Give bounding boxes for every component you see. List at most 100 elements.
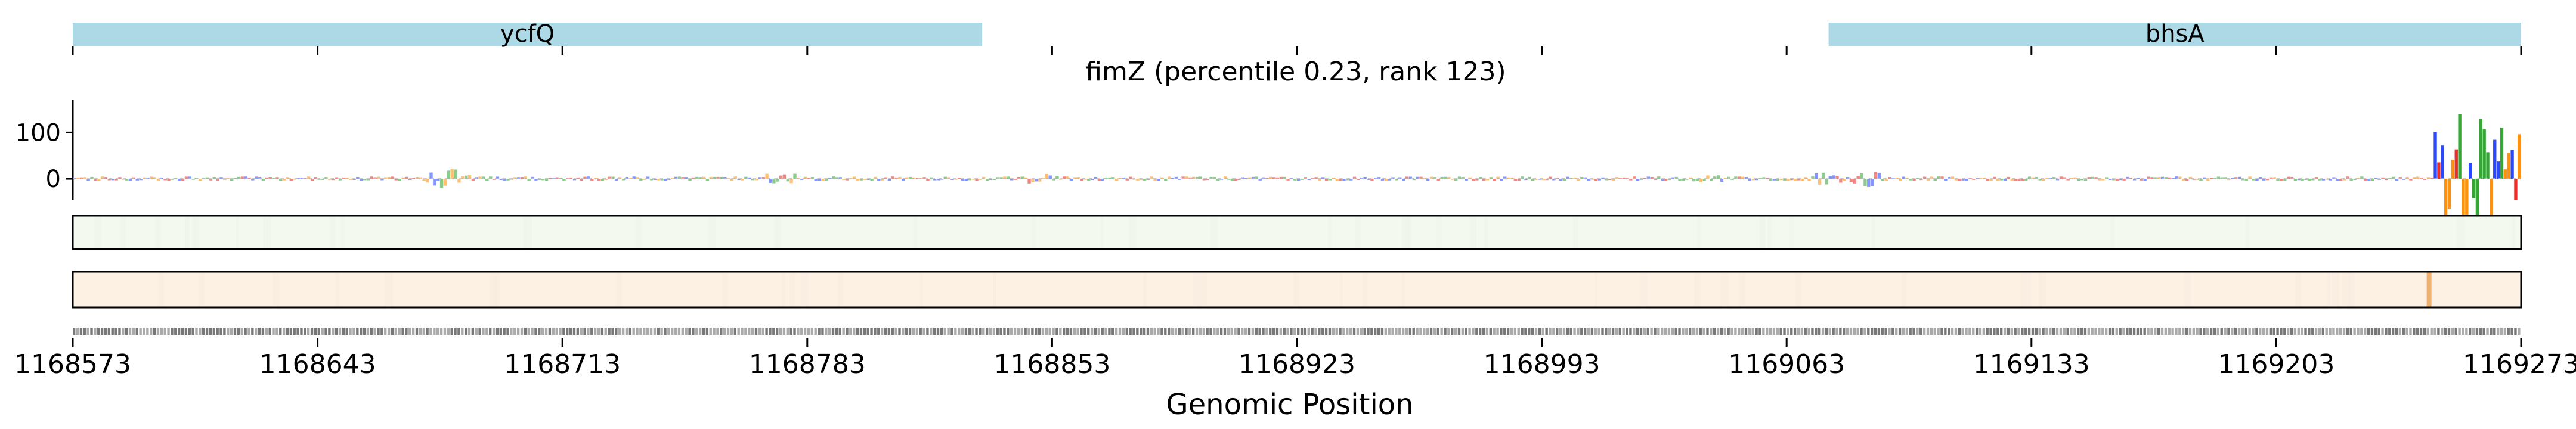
sequence-base (2321, 328, 2325, 335)
attribution-bar (188, 176, 191, 179)
attribution-bar (2035, 176, 2039, 179)
sequence-base (1657, 328, 1660, 335)
attribution-bar (1734, 176, 1738, 179)
heatmap-cell (1192, 272, 1201, 307)
sequence-base (240, 328, 243, 335)
attribution-bar (566, 178, 569, 179)
attribution-bar (1377, 177, 1381, 179)
sequence-base (621, 328, 625, 335)
sequence-base (590, 328, 593, 335)
heatmap-cell (2327, 272, 2331, 307)
sequence-base (324, 328, 327, 335)
attribution-bar (2385, 179, 2388, 181)
sequence-base (664, 328, 667, 335)
attribution-bar (1496, 176, 1500, 179)
sequence-base (2357, 328, 2360, 335)
attribution-bar (1104, 178, 1108, 179)
attribution-bar (1815, 173, 1818, 179)
sequence-base (1650, 328, 1653, 335)
sequence-base (1940, 328, 1943, 335)
attribution-bar (2108, 179, 2112, 180)
sequence-base (2391, 328, 2395, 335)
sequence-base (1007, 328, 1010, 335)
sequence-base (1541, 328, 1544, 335)
sequence-base (2413, 328, 2416, 335)
sequence-base (2388, 328, 2391, 335)
sequence-base (384, 328, 387, 335)
attribution-bar (726, 178, 730, 179)
sequence-base (1482, 328, 1485, 335)
sequence-base (1825, 328, 1828, 335)
attribution-bar (1902, 176, 1906, 179)
attribution-bar (2164, 177, 2168, 179)
attribution-bar (2024, 179, 2028, 181)
attribution-bar (1958, 179, 1961, 181)
attribution-bar (1405, 176, 1409, 179)
sequence-base (464, 328, 467, 335)
attribution-bar (810, 177, 815, 179)
sequence-base (1769, 328, 1772, 335)
attribution-bar (1426, 179, 1430, 181)
attribution-bar (2426, 177, 2430, 179)
heatmap-cell (340, 216, 345, 249)
attribution-bar (2237, 176, 2241, 179)
heatmap-cell (774, 216, 782, 249)
attribution-bar (1678, 179, 1682, 181)
sequence-base (2234, 328, 2237, 335)
attribution-bar (1069, 179, 1073, 181)
attribution-bar (1944, 179, 1948, 181)
sequence-base (1286, 328, 1289, 335)
sequence-base (1433, 328, 1436, 335)
attribution-bar (2465, 179, 2469, 214)
sequence-base (317, 328, 320, 335)
sequence-base (2119, 328, 2122, 335)
sequence-base (1227, 328, 1230, 335)
attribution-bar (705, 179, 710, 181)
sequence-base (377, 328, 380, 335)
sequence-base (1601, 328, 1604, 335)
attribution-bar (803, 176, 807, 179)
sequence-base (1633, 328, 1636, 335)
attribution-bar (335, 177, 339, 179)
sequence-base (1181, 328, 1184, 335)
sequence-base (247, 328, 250, 335)
sequence-base (1094, 328, 1097, 335)
sequence-base (394, 328, 398, 335)
sequence-base (1755, 328, 1758, 335)
sequence-base (628, 328, 632, 335)
sequence-base (2168, 328, 2171, 335)
attribution-bar (1965, 179, 1968, 181)
sequence-base (1524, 328, 1527, 335)
attribution-bar (2175, 176, 2178, 179)
x-tick-label-5: 1168923 (1239, 349, 1355, 380)
attribution-bar (1321, 177, 1325, 179)
attribution-bar (1538, 179, 1542, 180)
sequence-base (2377, 328, 2380, 335)
sequence-base (849, 328, 852, 335)
attribution-bar (174, 178, 178, 179)
attribution-bar (1160, 177, 1164, 179)
attribution-bar (1758, 178, 1762, 179)
attribution-bar (2055, 179, 2060, 181)
attribution-bar (1884, 179, 1888, 181)
sequence-base (859, 328, 863, 335)
sequence-base (1157, 328, 1160, 335)
attribution-bar (527, 179, 531, 181)
heatmap-cell (2332, 272, 2340, 307)
sequence-base (2398, 328, 2402, 335)
sequence-base (2007, 328, 2010, 335)
sequence-base (2154, 328, 2157, 335)
attribution-bar (1195, 176, 1199, 179)
attribution-bar (1559, 179, 1563, 181)
sequence-base (2147, 328, 2150, 335)
attribution-bar (660, 179, 664, 181)
sequence-base (94, 328, 97, 335)
sequence-base (853, 328, 856, 335)
attribution-bar (370, 176, 373, 179)
sequence-base (600, 328, 604, 335)
sequence-base (2290, 328, 2293, 335)
heatmap-cell (158, 272, 164, 307)
sequence-base (2325, 328, 2328, 335)
attribution-bar (2143, 179, 2147, 181)
attribution-bar (769, 179, 772, 183)
